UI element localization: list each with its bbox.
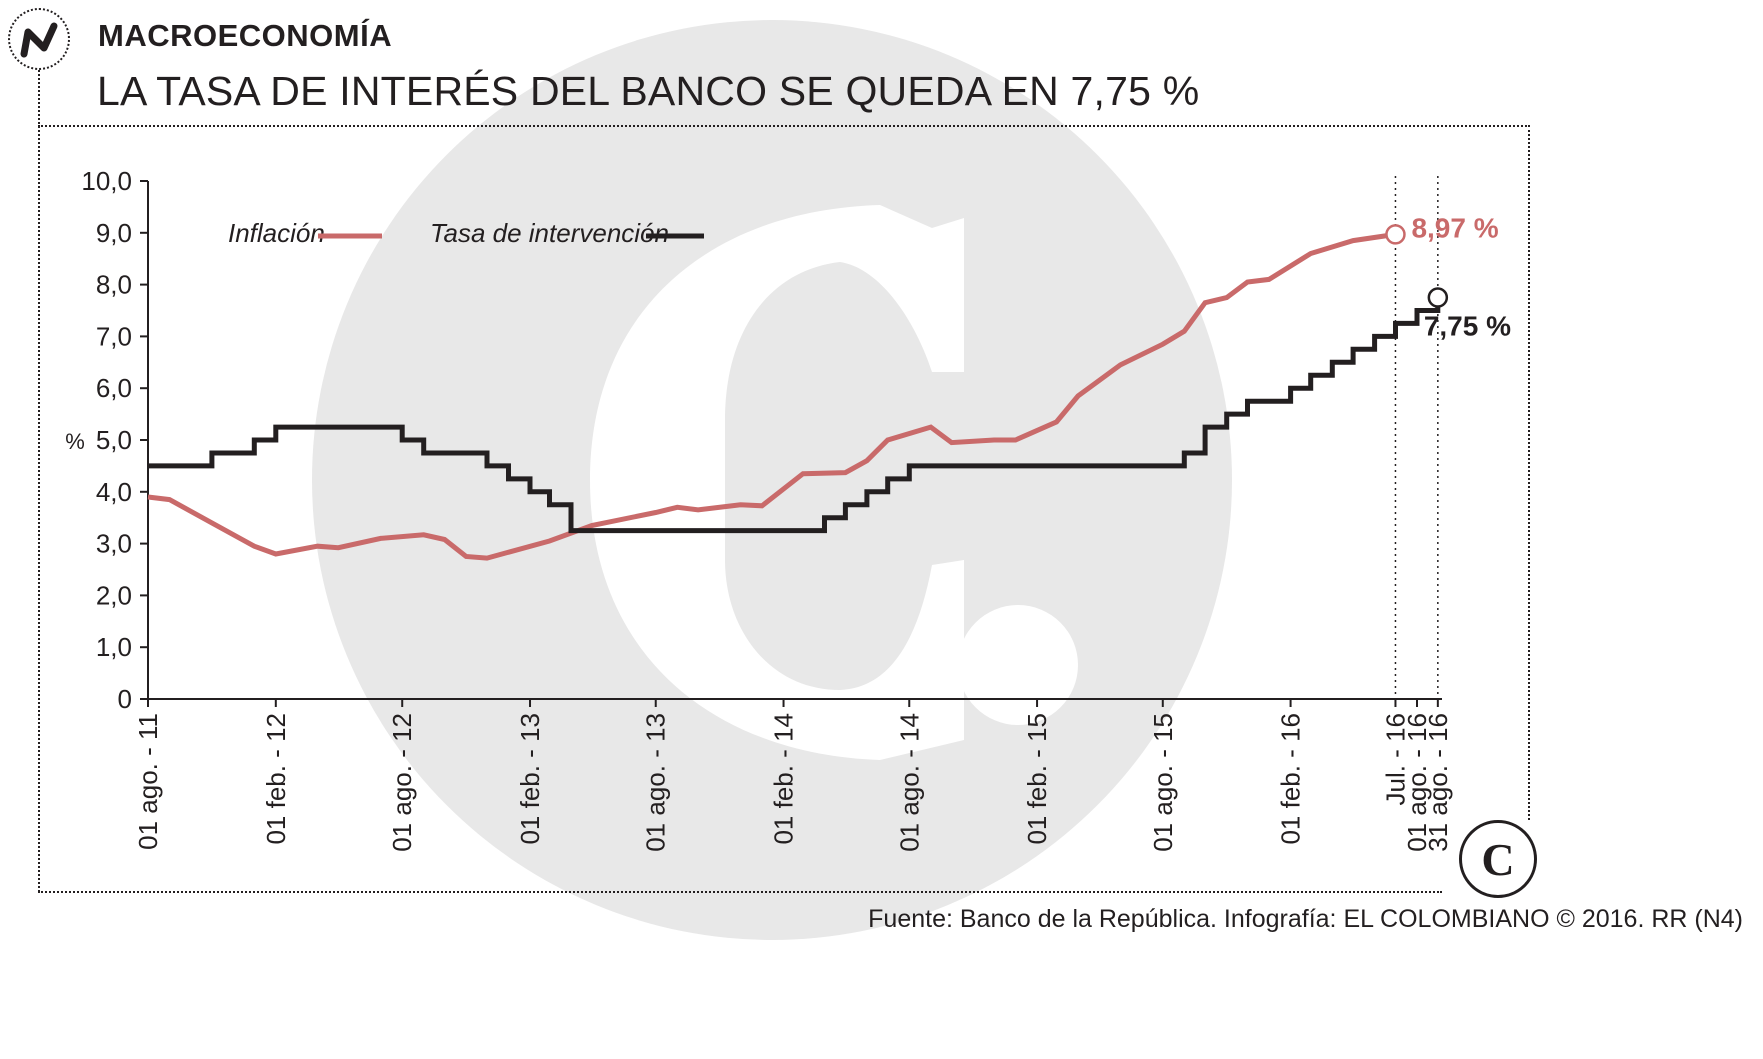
chart-labels: 8,97 % 7,75 % xyxy=(1385,212,1511,342)
y-tick-label: 7,0 xyxy=(96,321,132,351)
legend-label: Inflación xyxy=(228,218,325,248)
series-end-label: 8,97 % xyxy=(1411,212,1498,243)
y-tick-label: 5,0 xyxy=(96,425,132,455)
y-tick-label: 2,0 xyxy=(96,580,132,610)
brand-logo: C xyxy=(1459,820,1537,898)
chart-lines xyxy=(147,231,1441,561)
y-tick-label: 3,0 xyxy=(96,529,132,559)
source-credit: Fuente: Banco de la República. Infografí… xyxy=(868,905,1743,933)
x-tick-label: 01 ago. - 13 xyxy=(641,713,671,852)
trend-line-icon xyxy=(20,22,58,58)
x-tick-label: 01 ago. - 14 xyxy=(894,713,924,852)
x-tick-label: 31 ago. - 16 xyxy=(1423,713,1453,852)
inflation-line xyxy=(147,231,1396,561)
x-tick-label: 01 ago. - 16 xyxy=(1402,713,1432,852)
y-tick-label: 9,0 xyxy=(96,218,132,248)
frame-bottom-border xyxy=(38,891,1442,893)
x-tick-label: 01 feb. - 15 xyxy=(1022,713,1052,845)
y-axis-label: % xyxy=(65,429,85,454)
x-tick-label: 01 ago. - 11 xyxy=(133,713,163,850)
x-tick-label: 01 ago. - 15 xyxy=(1148,713,1178,852)
chart-axes: 0 1,0 2,0 3,0 4,0 5,0 6,0 7,0 8,0 9,0 10,0% 01 ago.… xyxy=(65,166,1453,852)
y-tick-label: 1,0 xyxy=(96,632,132,662)
intervention-rate-line xyxy=(148,297,1441,534)
x-tick-label: 01 feb. - 16 xyxy=(1276,713,1306,845)
frame-left-border xyxy=(38,70,40,892)
y-tick-label: 0 xyxy=(118,684,132,714)
y-tick-label: 4,0 xyxy=(96,477,132,507)
chart-legend: Inflación Tasa de intervención xyxy=(228,218,704,248)
legend-label: Tasa de intervención xyxy=(430,218,669,248)
page-title: LA TASA DE INTERÉS DEL BANCO SE QUEDA EN… xyxy=(97,68,1200,114)
series-end-label: 7,75 % xyxy=(1424,311,1511,342)
series-end-marker xyxy=(1427,287,1449,308)
x-tick-label: 01 ago. - 12 xyxy=(387,713,417,852)
series-end-marker xyxy=(1385,224,1406,245)
y-tick-label: 10,0 xyxy=(81,166,132,196)
section-label: MACROECONOMÍA xyxy=(98,18,393,53)
chart-guides xyxy=(1394,176,1439,699)
y-tick-label: 8,0 xyxy=(96,270,132,300)
x-tick-label: 01 feb. - 14 xyxy=(769,713,799,845)
x-tick-label: Jul. - 16 xyxy=(1380,713,1410,806)
brand-logo-letter: C xyxy=(1481,833,1515,885)
x-tick-label: 01 feb. - 13 xyxy=(515,713,545,845)
frame-top-border xyxy=(38,125,1530,127)
y-tick-label: 6,0 xyxy=(96,373,132,403)
trend-icon-badge xyxy=(8,8,70,70)
x-tick-label: 01 feb. - 12 xyxy=(261,713,291,845)
frame-right-border xyxy=(1528,125,1530,820)
